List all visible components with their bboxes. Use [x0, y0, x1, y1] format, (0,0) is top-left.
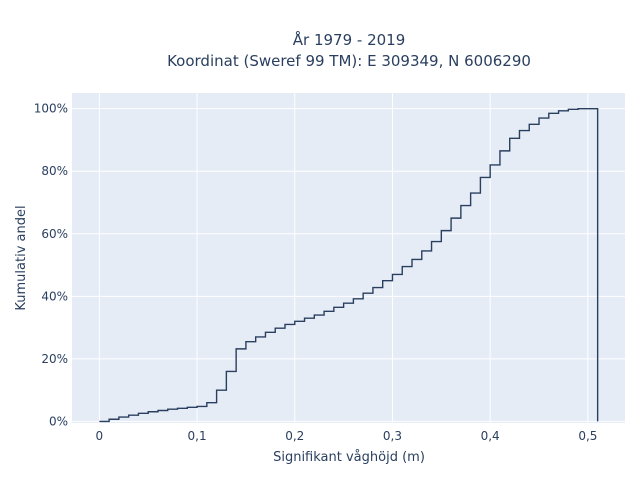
y-tick-label: 40% [41, 289, 68, 303]
y-tick-labels: 0% 20% 40% 60% 80% 100% [34, 102, 68, 429]
y-tick-label: 60% [41, 227, 68, 241]
x-axis-label: Signifikant våghöjd (m) [273, 450, 425, 465]
x-tick-label: 0,5 [578, 429, 597, 443]
y-axis-label: Kumulativ andel [14, 205, 29, 310]
cdf-step-line [99, 107, 599, 423]
chart-title-line-2: Koordinat (Sweref 99 TM): E 309349, N 60… [167, 52, 531, 70]
x-tick-label: 0,2 [285, 429, 304, 443]
plot-area [72, 93, 625, 423]
x-tick-label: 0,3 [383, 429, 402, 443]
y-tick-label: 80% [41, 164, 68, 178]
x-tick-label: 0 [96, 429, 104, 443]
x-tick-label: 0,4 [481, 429, 500, 443]
y-tick-label: 20% [41, 352, 68, 366]
x-tick-label: 0,1 [188, 429, 207, 443]
y-tick-label: 100% [34, 102, 68, 116]
y-tick-label: 0% [49, 414, 68, 428]
chart-title-line-1: År 1979 - 2019 [293, 30, 406, 49]
grid-lines [72, 93, 625, 423]
x-tick-labels: 0 0,1 0,2 0,3 0,4 0,5 [96, 429, 598, 443]
